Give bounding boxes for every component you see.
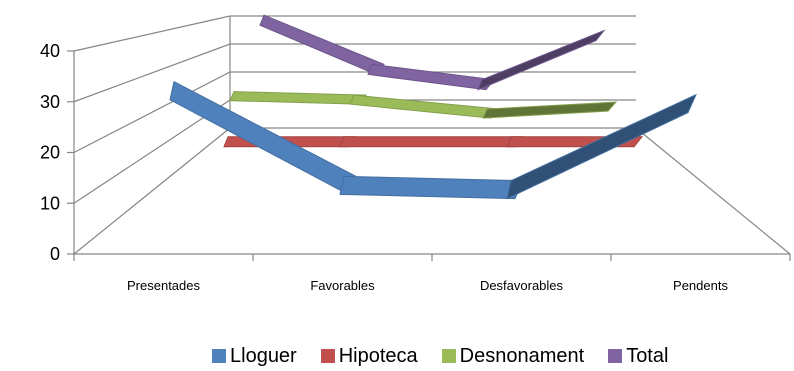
legend-swatch (441, 349, 456, 363)
legend-item: Desnonament (441, 344, 585, 368)
lloguer-segment (506, 93, 697, 200)
desnonament-segment (482, 101, 618, 119)
legend-label: Total (626, 344, 669, 367)
total-segment (367, 63, 495, 91)
x-category-label: Desfavorables (480, 278, 564, 293)
series-lloguer (169, 80, 697, 200)
x-category-label: Pendents (673, 278, 728, 293)
series-total (259, 14, 606, 91)
x-category-label: Presentades (127, 278, 200, 293)
y-tick-label: 30 (40, 92, 60, 112)
legend-item: Lloguer (212, 345, 297, 368)
total-segment (477, 29, 606, 91)
total-segment (259, 14, 385, 75)
x-axis-categories: Presentades Favorables Desfavorables Penden… (73, 254, 791, 293)
desnonament-segment (349, 94, 501, 119)
x-category-label: Favorables (310, 278, 375, 293)
legend-item: Hipoteca (320, 344, 418, 368)
gridline (73, 15, 636, 52)
desnonament-segment (229, 91, 368, 105)
legend-label: Hipoteca (338, 344, 418, 367)
y-tick-label: 20 (40, 143, 60, 163)
chart-legend: Lloguer Hipoteca Desnonament Total (212, 344, 668, 368)
floor-right-edge (635, 127, 791, 255)
series-desnonament (229, 91, 618, 119)
legend-label: Lloguer (230, 344, 297, 367)
gridlines (73, 15, 791, 255)
legend-swatch (608, 349, 623, 363)
legend-item: Total (608, 345, 668, 368)
y-axis-ticks: 0 10 20 30 40 (40, 41, 74, 264)
y-tick-label: 0 (50, 244, 60, 264)
y-tick-label: 40 (40, 41, 60, 61)
hipoteca-segment (339, 136, 525, 148)
legend-swatch (212, 349, 226, 363)
legend-swatch (320, 349, 335, 363)
series-layer (169, 14, 697, 200)
legend-label: Desnonament (459, 344, 585, 367)
y-tick-label: 10 (40, 193, 60, 213)
lloguer-segment (339, 175, 524, 200)
